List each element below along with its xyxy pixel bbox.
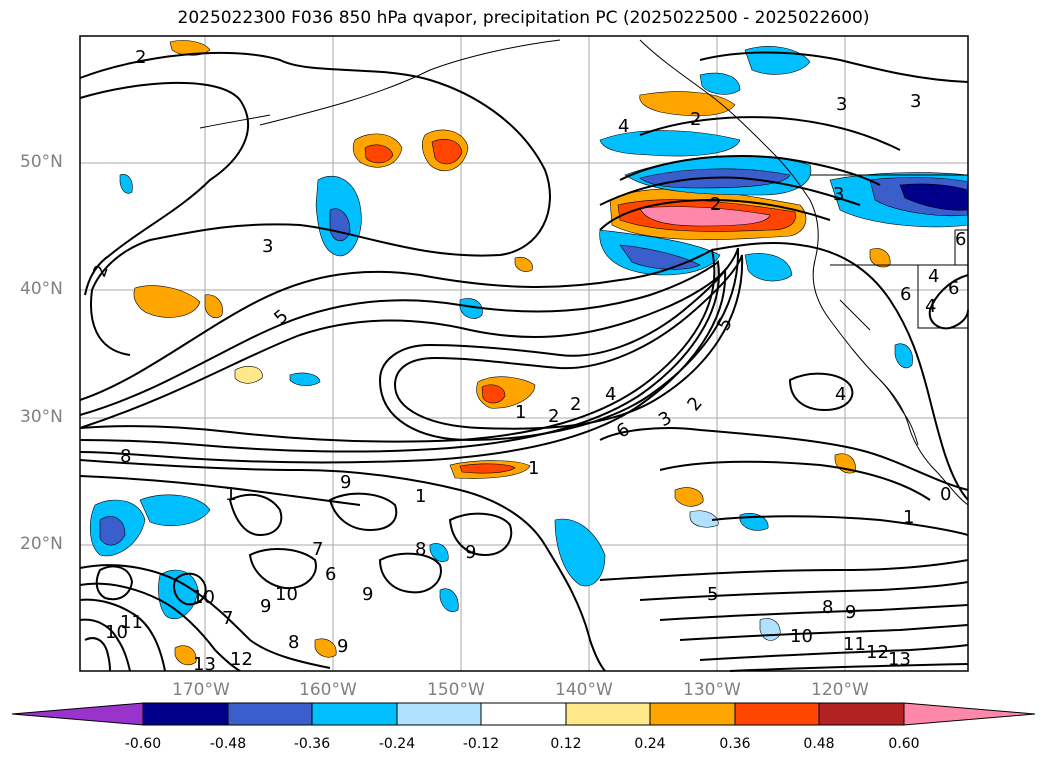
- contour-label: 9: [260, 596, 271, 617]
- lon-label: 140°W: [555, 680, 613, 700]
- contour-label: 9: [337, 636, 348, 657]
- contour-label: 2: [135, 47, 146, 68]
- contour-label: 12: [230, 649, 253, 670]
- contour-label: 1: [528, 458, 539, 479]
- colorbar-tick: 0.12: [550, 736, 582, 752]
- contour-label: 9: [340, 472, 351, 493]
- contour-label: 5: [707, 584, 718, 605]
- contour-label: 10: [105, 622, 128, 643]
- contour-label: 1: [903, 507, 914, 528]
- contour-label: 2: [548, 406, 559, 427]
- lon-label: 120°W: [811, 680, 869, 700]
- colorbar-tick: 0.48: [803, 736, 835, 752]
- contour-label: 4: [605, 384, 616, 405]
- lon-label: 150°W: [427, 680, 485, 700]
- contour-label: 8: [822, 597, 833, 618]
- contour-label: 3: [910, 91, 921, 112]
- contour-label: 4: [618, 116, 629, 137]
- colorbar-tick: -0.48: [209, 736, 247, 752]
- contour-label: 10: [790, 626, 813, 647]
- contour-label: 2: [570, 394, 581, 415]
- colorbar-segment: [311, 702, 398, 726]
- colorbar-tick: 0.60: [888, 736, 920, 752]
- contour-label: 6: [900, 284, 911, 305]
- contour-label: 11: [843, 634, 866, 655]
- colorbar-segment: [396, 702, 482, 726]
- contour-label: 8: [288, 632, 299, 653]
- map-title: 2025022300 F036 850 hPa qvapor, precipit…: [177, 8, 870, 28]
- contour-label: 1: [225, 484, 236, 505]
- lat-label: 20°N: [20, 534, 63, 554]
- colorbar: [11, 702, 1036, 726]
- contour-label: 13: [888, 649, 911, 670]
- colorbar-segment: [818, 702, 905, 726]
- contour-label: 8: [415, 539, 426, 560]
- coastlines: [199, 39, 969, 506]
- lon-label: 170°W: [172, 680, 230, 700]
- contour-label: 6: [325, 564, 336, 585]
- contour-label: 2: [690, 109, 701, 130]
- lat-label: 30°N: [20, 407, 63, 427]
- colorbar-tick: -0.24: [378, 736, 416, 752]
- colorbar-tick: 0.36: [719, 736, 751, 752]
- contour-label: 11: [120, 612, 143, 633]
- colorbar-extend-high: [903, 702, 1036, 726]
- colorbar-tick: -0.60: [124, 736, 162, 752]
- colorbar-tick: 0.24: [634, 736, 666, 752]
- lat-label: 50°N: [20, 152, 63, 172]
- contour-label: 4: [928, 266, 939, 287]
- map-plot-area: [80, 36, 968, 671]
- colorbar-tick: -0.12: [462, 736, 500, 752]
- contour-label: 4: [835, 384, 846, 405]
- contour-label: 4: [925, 296, 936, 317]
- contour-label: 9: [845, 602, 856, 623]
- pnw-max-core: [639, 206, 771, 227]
- contour-label: 0: [940, 484, 951, 505]
- colorbar-segment: [227, 702, 313, 726]
- lon-label: 160°W: [299, 680, 357, 700]
- qvapor-contours: [79, 51, 969, 672]
- precip-shading: [90, 40, 969, 666]
- contour-label: 1: [415, 486, 426, 507]
- lat-label: 40°N: [20, 279, 63, 299]
- colorbar-segment: [734, 702, 820, 726]
- contour-label: 6: [955, 229, 966, 250]
- contour-label: 9: [362, 584, 373, 605]
- contour-label: 12: [866, 642, 889, 663]
- contour-label: 13: [193, 654, 216, 675]
- lon-label: 130°W: [683, 680, 741, 700]
- contour-label: 10: [192, 587, 215, 608]
- colorbar-segment: [565, 702, 651, 726]
- contour-label: 7: [222, 608, 233, 629]
- colorbar-segment: [480, 702, 567, 726]
- colorbar-tick: -0.36: [293, 736, 331, 752]
- colorbar-segment: [649, 702, 736, 726]
- contour-label: 10: [275, 584, 298, 605]
- colorbar-segment: [142, 702, 229, 726]
- contour-label: 1: [515, 402, 526, 423]
- contour-label: 8: [120, 446, 131, 467]
- contour-label: 3: [262, 236, 273, 257]
- colorbar-extend-low: [11, 702, 144, 726]
- contour-label: 6: [948, 278, 959, 299]
- contour-label: 3: [836, 94, 847, 115]
- contour-label: 9: [465, 542, 476, 563]
- map-frame: [79, 35, 969, 672]
- contour-label: 3: [833, 184, 844, 205]
- contour-label: 2: [710, 194, 721, 215]
- contour-label: 7: [312, 539, 323, 560]
